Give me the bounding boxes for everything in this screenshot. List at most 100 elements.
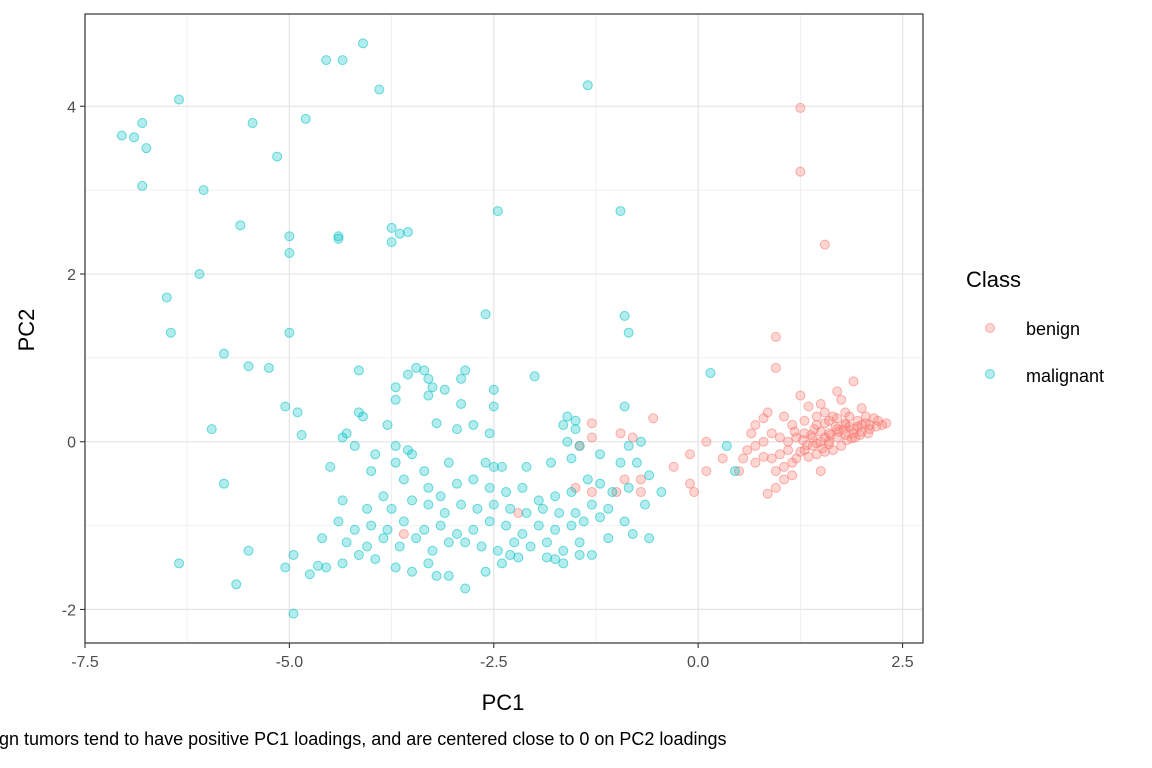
data-point-malignant [317, 533, 328, 544]
data-point-malignant [456, 398, 467, 409]
data-point-benign [852, 421, 863, 432]
y-axis-title: PC2 [14, 309, 39, 352]
data-point-malignant [141, 143, 152, 154]
data-point-malignant [472, 503, 483, 514]
data-point-malignant [386, 237, 397, 248]
data-point-malignant [562, 436, 573, 447]
x-tick-label: -5.0 [276, 654, 304, 671]
data-point-malignant [272, 151, 283, 162]
data-point-malignant [402, 227, 413, 238]
data-point-malignant [505, 503, 516, 514]
data-point-malignant [566, 487, 577, 498]
data-point-malignant [353, 549, 364, 560]
data-point-benign [750, 419, 761, 430]
data-point-malignant [194, 268, 205, 279]
data-point-malignant [623, 440, 634, 451]
data-point-malignant [488, 384, 499, 395]
data-point-malignant [206, 424, 217, 435]
data-point-benign [844, 421, 855, 432]
data-point-malignant [218, 478, 229, 489]
data-point-malignant [566, 453, 577, 464]
data-point-malignant [562, 411, 573, 422]
data-point-benign [746, 428, 757, 439]
data-point-malignant [603, 533, 614, 544]
legend-key-benign [985, 323, 995, 333]
data-point-malignant [243, 545, 254, 556]
data-point-malignant [484, 428, 495, 439]
data-point-malignant [198, 185, 209, 196]
data-point-malignant [456, 373, 467, 384]
data-points [116, 38, 892, 619]
data-point-benign [758, 413, 769, 424]
data-point-benign [860, 418, 871, 429]
data-point-benign [838, 424, 849, 435]
data-point-benign [586, 487, 597, 498]
data-point-malignant [607, 487, 618, 498]
data-point-malignant [431, 570, 442, 581]
data-point-benign [856, 403, 867, 414]
legend: Class benign malignant [966, 267, 1104, 386]
data-point-benign [770, 482, 781, 493]
data-point-malignant [635, 436, 646, 447]
data-point-benign [787, 457, 798, 468]
data-point-benign [513, 508, 524, 519]
y-tick-label: -2 [62, 602, 76, 619]
data-point-malignant [468, 474, 479, 485]
data-point-malignant [378, 533, 389, 544]
data-point-malignant [513, 552, 524, 563]
data-point-benign [750, 440, 761, 451]
data-point-malignant [451, 478, 462, 489]
data-point-malignant [394, 228, 405, 239]
data-point-benign [801, 440, 812, 451]
data-point-malignant [586, 549, 597, 560]
data-point-malignant [586, 499, 597, 510]
data-point-malignant [337, 495, 348, 506]
x-axis-ticks: -7.5 -5.0 -2.5 0.0 2.5 [71, 643, 914, 671]
data-point-malignant [443, 570, 454, 581]
data-point-malignant [480, 457, 491, 468]
x-axis-title: PC1 [482, 690, 525, 715]
data-point-malignant [529, 371, 540, 382]
data-point-malignant [333, 231, 344, 242]
data-point-malignant [382, 524, 393, 535]
data-point-malignant [280, 562, 291, 573]
data-point-malignant [558, 545, 569, 556]
data-point-malignant [558, 558, 569, 569]
data-point-benign [766, 428, 777, 439]
data-point-malignant [501, 520, 512, 531]
y-tick-label: 0 [67, 435, 76, 452]
data-point-benign [809, 424, 820, 435]
data-point-malignant [231, 579, 242, 590]
data-point-malignant [407, 449, 418, 460]
x-tick-label: 2.5 [891, 654, 913, 671]
data-point-malignant [370, 449, 381, 460]
data-point-malignant [721, 440, 732, 451]
x-tick-label: -7.5 [71, 654, 99, 671]
data-point-benign [635, 487, 646, 498]
data-point-benign [795, 102, 806, 113]
data-point-malignant [488, 499, 499, 510]
data-point-malignant [284, 231, 295, 242]
data-point-benign [766, 453, 777, 464]
x-tick-label: 0.0 [687, 654, 709, 671]
data-point-malignant [570, 424, 581, 435]
data-point-benign [871, 421, 882, 432]
data-point-malignant [582, 80, 593, 91]
data-point-benign [648, 413, 659, 424]
data-point-malignant [541, 537, 552, 548]
data-point-benign [770, 331, 781, 342]
data-point-benign [635, 474, 646, 485]
data-point-benign [795, 446, 806, 457]
data-point-malignant [619, 401, 630, 412]
data-point-malignant [480, 309, 491, 320]
data-point-malignant [501, 487, 512, 498]
y-tick-label: 2 [67, 267, 76, 284]
data-point-malignant [505, 549, 516, 560]
data-point-malignant [366, 466, 377, 477]
data-point-malignant [566, 520, 577, 531]
data-point-benign [586, 418, 597, 429]
data-point-malignant [366, 520, 377, 531]
data-point-malignant [623, 327, 634, 338]
data-point-malignant [644, 470, 655, 481]
